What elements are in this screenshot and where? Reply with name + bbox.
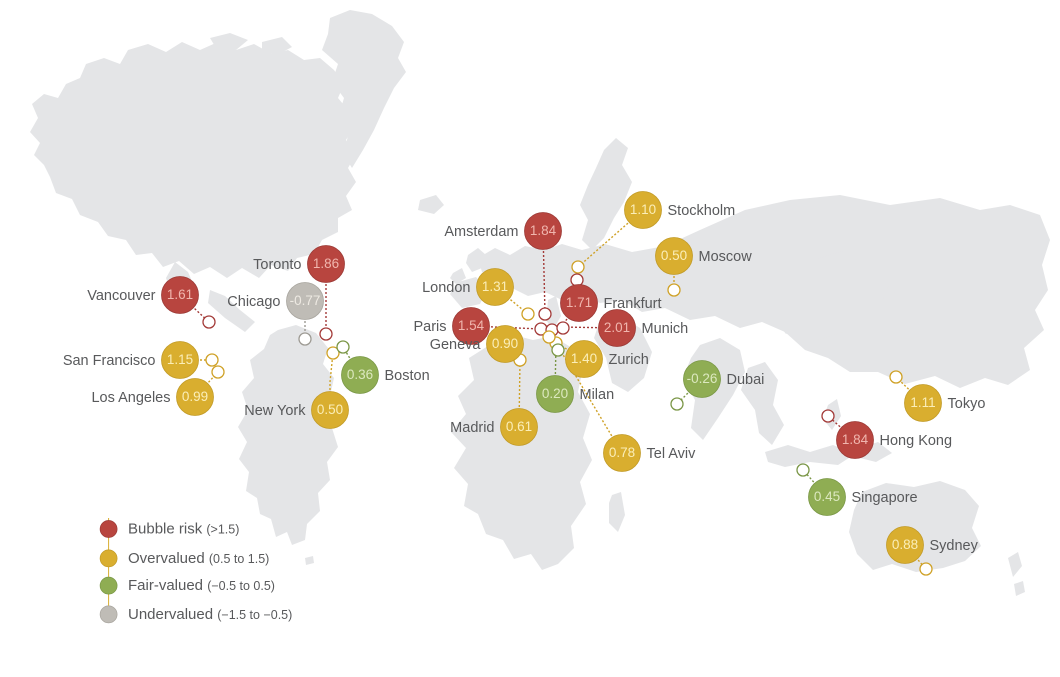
- svg-text:1.10: 1.10: [630, 202, 656, 217]
- svg-text:Madrid: Madrid: [450, 420, 494, 436]
- svg-text:Singapore: Singapore: [852, 490, 918, 506]
- svg-text:0.36: 0.36: [347, 367, 373, 382]
- svg-text:-0.77: -0.77: [290, 293, 321, 308]
- svg-text:1.15: 1.15: [167, 352, 193, 367]
- svg-text:0.50: 0.50: [317, 402, 343, 417]
- svg-text:1.40: 1.40: [571, 351, 597, 366]
- svg-text:1.86: 1.86: [313, 256, 339, 271]
- svg-text:1.31: 1.31: [482, 279, 508, 294]
- svg-text:San Francisco: San Francisco: [63, 353, 156, 369]
- svg-text:0.45: 0.45: [814, 489, 840, 504]
- svg-text:Los Angeles: Los Angeles: [91, 390, 170, 406]
- svg-text:Fair-valued (−0.5 to 0.5): Fair-valued (−0.5 to 0.5): [128, 577, 275, 594]
- svg-text:Vancouver: Vancouver: [87, 288, 155, 304]
- svg-text:Munich: Munich: [642, 321, 689, 337]
- svg-text:0.78: 0.78: [609, 445, 635, 460]
- svg-text:-0.26: -0.26: [687, 371, 718, 386]
- svg-text:Boston: Boston: [385, 368, 430, 384]
- svg-text:London: London: [422, 280, 470, 296]
- svg-text:1.71: 1.71: [566, 295, 592, 310]
- svg-text:Amsterdam: Amsterdam: [444, 224, 518, 240]
- svg-text:Milan: Milan: [580, 387, 615, 403]
- svg-text:1.84: 1.84: [530, 223, 557, 238]
- svg-text:Sydney: Sydney: [930, 538, 979, 554]
- svg-text:Hong Kong: Hong Kong: [880, 433, 953, 449]
- svg-text:Chicago: Chicago: [227, 294, 280, 310]
- svg-text:0.50: 0.50: [661, 248, 687, 263]
- svg-text:0.99: 0.99: [182, 389, 208, 404]
- svg-text:Paris: Paris: [413, 319, 446, 335]
- svg-text:Geneva: Geneva: [430, 337, 482, 353]
- svg-text:0.88: 0.88: [892, 537, 918, 552]
- svg-text:Undervalued (−1.5 to −0.5): Undervalued (−1.5 to −0.5): [128, 606, 292, 623]
- svg-text:Zurich: Zurich: [609, 352, 649, 368]
- svg-text:Stockholm: Stockholm: [668, 203, 736, 219]
- svg-text:1.61: 1.61: [167, 287, 193, 302]
- svg-text:Tel Aviv: Tel Aviv: [647, 446, 697, 462]
- svg-text:Overvalued (0.5 to 1.5): Overvalued (0.5 to 1.5): [128, 550, 269, 567]
- svg-text:0.61: 0.61: [506, 419, 532, 434]
- svg-text:Tokyo: Tokyo: [948, 396, 986, 412]
- svg-text:2.01: 2.01: [604, 320, 630, 335]
- svg-text:1.11: 1.11: [910, 395, 935, 410]
- svg-text:New York: New York: [244, 403, 306, 419]
- svg-text:Bubble risk (>1.5): Bubble risk (>1.5): [128, 521, 239, 538]
- svg-text:Toronto: Toronto: [253, 257, 301, 273]
- svg-text:1.84: 1.84: [842, 432, 869, 447]
- svg-text:0.20: 0.20: [542, 386, 568, 401]
- svg-text:Moscow: Moscow: [699, 249, 753, 265]
- svg-text:1.54: 1.54: [458, 318, 485, 333]
- svg-text:0.90: 0.90: [492, 336, 518, 351]
- svg-text:Dubai: Dubai: [727, 372, 765, 388]
- svg-text:Frankfurt: Frankfurt: [604, 296, 662, 312]
